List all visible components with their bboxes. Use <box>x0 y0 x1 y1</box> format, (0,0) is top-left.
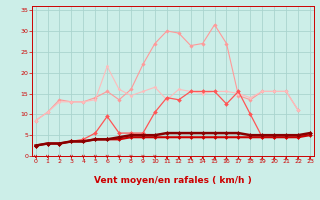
X-axis label: Vent moyen/en rafales ( km/h ): Vent moyen/en rafales ( km/h ) <box>94 176 252 185</box>
